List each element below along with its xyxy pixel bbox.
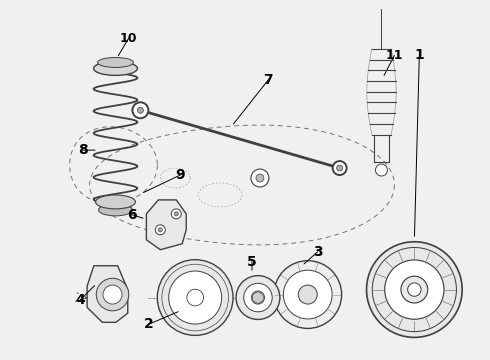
Text: 8: 8 <box>78 143 88 157</box>
Circle shape <box>187 289 203 306</box>
Polygon shape <box>253 291 263 304</box>
Ellipse shape <box>96 195 135 209</box>
Circle shape <box>251 169 269 187</box>
Circle shape <box>274 261 342 328</box>
Circle shape <box>298 285 317 304</box>
Circle shape <box>236 276 280 319</box>
Circle shape <box>337 165 343 171</box>
Circle shape <box>157 260 233 336</box>
Circle shape <box>137 107 144 113</box>
Text: 1: 1 <box>415 49 424 63</box>
Ellipse shape <box>98 58 133 67</box>
Polygon shape <box>87 266 128 322</box>
Text: 3: 3 <box>313 245 322 259</box>
Circle shape <box>367 242 462 337</box>
Polygon shape <box>147 200 186 250</box>
Circle shape <box>169 271 221 324</box>
Circle shape <box>408 283 421 296</box>
Circle shape <box>174 212 178 216</box>
Text: 5: 5 <box>247 255 257 269</box>
Text: 7: 7 <box>263 73 273 87</box>
Circle shape <box>155 225 165 235</box>
Circle shape <box>244 283 272 312</box>
Circle shape <box>132 102 148 118</box>
Ellipse shape <box>94 62 137 75</box>
Circle shape <box>172 209 181 219</box>
Ellipse shape <box>98 204 132 216</box>
Circle shape <box>158 228 162 232</box>
Circle shape <box>385 260 444 319</box>
Text: 11: 11 <box>386 49 403 62</box>
Text: 9: 9 <box>175 168 185 182</box>
Text: 4: 4 <box>76 293 86 306</box>
Circle shape <box>96 278 129 311</box>
Circle shape <box>251 291 265 304</box>
Text: 10: 10 <box>120 32 137 45</box>
Text: 2: 2 <box>144 318 153 332</box>
Circle shape <box>283 270 332 319</box>
Circle shape <box>333 161 346 175</box>
Circle shape <box>103 285 122 304</box>
Circle shape <box>375 164 388 176</box>
Circle shape <box>256 174 264 182</box>
Text: 6: 6 <box>127 208 137 222</box>
Circle shape <box>401 276 428 303</box>
